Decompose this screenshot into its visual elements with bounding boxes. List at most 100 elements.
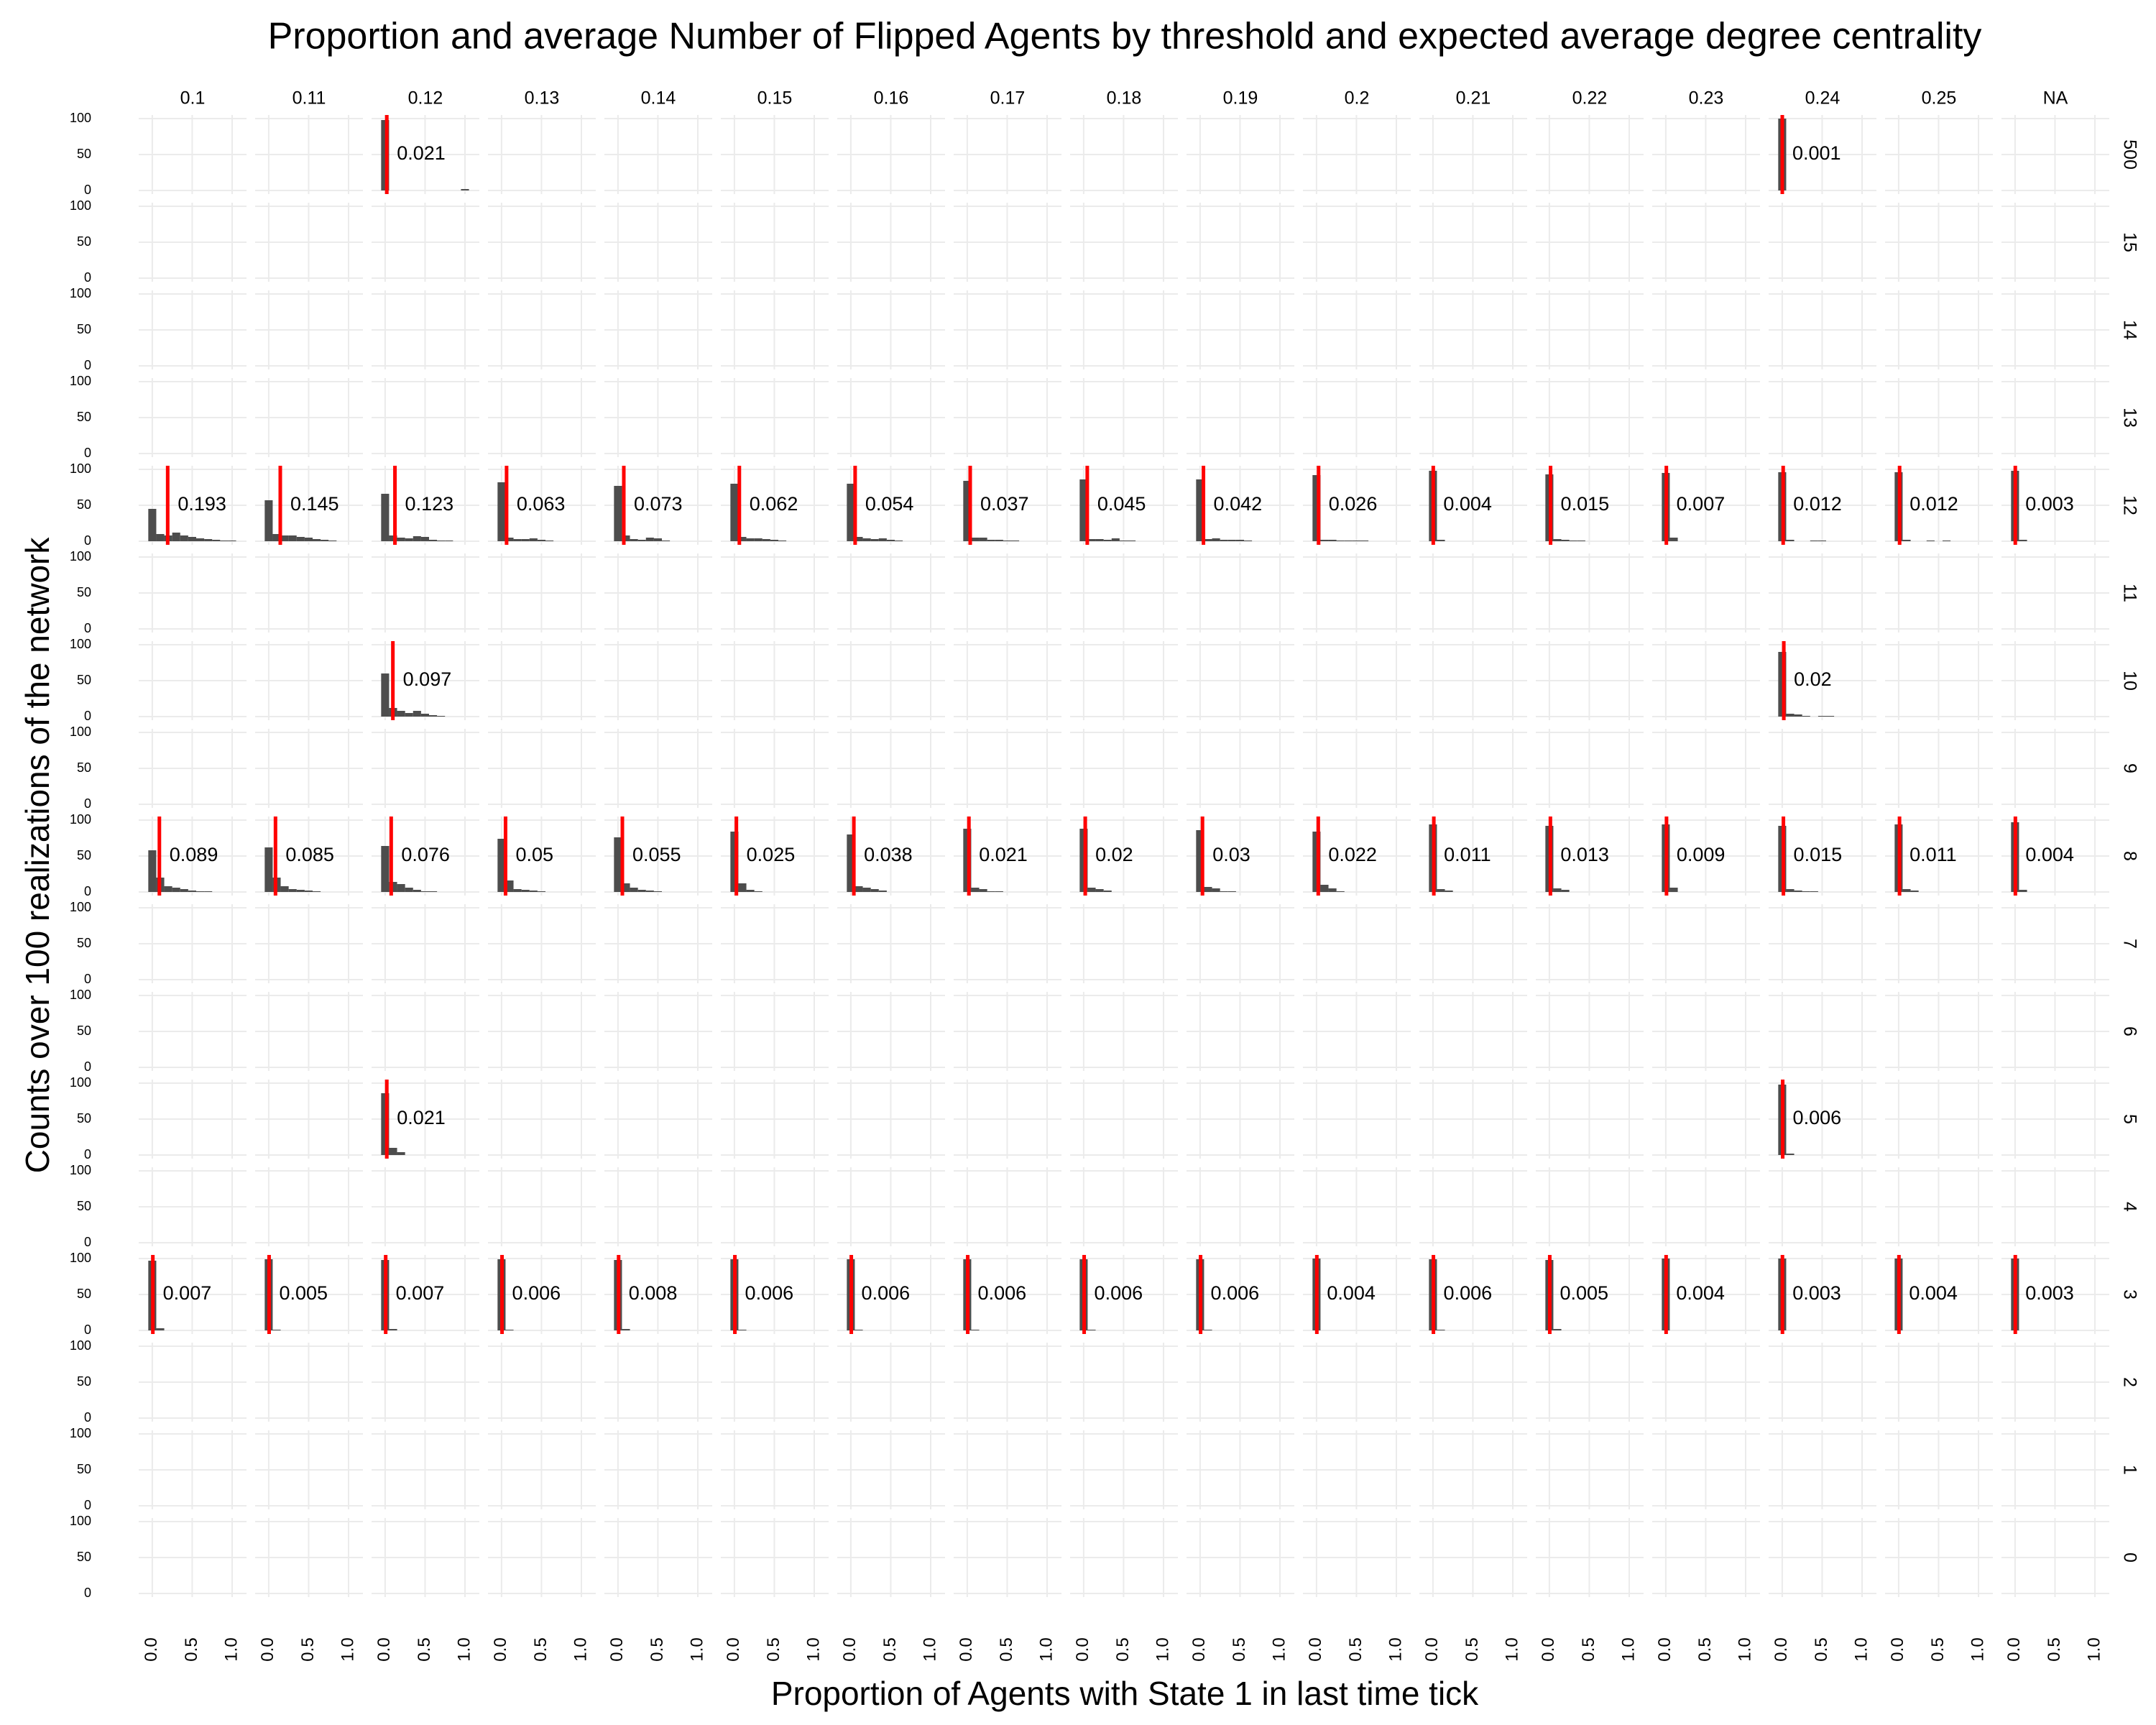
mean-label: 0.015	[1561, 493, 1610, 515]
histogram-bar	[1669, 538, 1678, 541]
histogram-bar	[1227, 540, 1236, 541]
y-tick-label: 0	[84, 621, 91, 635]
histogram-bar	[381, 673, 390, 717]
histogram-bar	[505, 538, 514, 541]
histogram-bar	[313, 891, 321, 892]
histogram-bar	[1212, 888, 1220, 892]
x-tick-label: 1.0	[1968, 1637, 1987, 1661]
histogram-bar	[614, 837, 622, 892]
histogram-bar	[738, 883, 747, 892]
histogram-bar	[397, 538, 405, 541]
y-tick-label: 100	[70, 1514, 91, 1528]
row-strip-label: 4	[2119, 1202, 2139, 1212]
x-tick-label: 0.5	[648, 1637, 667, 1661]
histogram-bar	[397, 711, 405, 717]
mean-label: 0.073	[634, 493, 683, 515]
mean-label: 0.004	[2025, 844, 2074, 865]
mean-label: 0.006	[1095, 1282, 1143, 1304]
histogram-bar	[778, 540, 787, 541]
y-tick-label: 100	[70, 1426, 91, 1440]
histogram-bar	[895, 540, 903, 541]
mean-label: 0.097	[403, 668, 452, 690]
column-strip-label: 0.21	[1456, 88, 1491, 109]
mean-label: 0.022	[1328, 844, 1377, 865]
histogram-bar	[228, 540, 236, 541]
y-tick-label: 50	[77, 1287, 91, 1301]
histogram-bar	[995, 540, 1003, 541]
histogram-bar	[164, 886, 172, 892]
y-tick-label: 0	[84, 1586, 91, 1600]
mean-label: 0.021	[397, 142, 446, 164]
histogram-bar	[304, 891, 313, 892]
histogram-bar	[1553, 888, 1562, 892]
histogram-bar	[1011, 540, 1020, 541]
mean-label: 0.021	[397, 1107, 446, 1128]
mean-label: 0.026	[1329, 493, 1378, 515]
histogram-bar	[304, 538, 313, 541]
mean-label: 0.004	[1327, 1282, 1376, 1304]
histogram-bar	[1212, 538, 1220, 541]
histogram-bar	[505, 880, 514, 892]
column-strip-label: 0.22	[1572, 88, 1608, 109]
histogram-bar	[288, 535, 297, 541]
mean-label: 0.012	[1793, 493, 1842, 515]
histogram-bar	[529, 891, 538, 892]
row-strip-label: 12	[2119, 495, 2139, 515]
x-tick-label: 1.0	[221, 1637, 241, 1661]
histogram-bar	[1810, 540, 1818, 541]
y-tick-label: 50	[77, 936, 91, 950]
histogram-bar	[886, 540, 895, 541]
histogram-bar	[1437, 889, 1445, 892]
histogram-bar	[1128, 540, 1136, 541]
x-tick-label: 1.0	[571, 1637, 590, 1661]
histogram-bar	[847, 484, 855, 541]
x-tick-label: 1.0	[338, 1637, 357, 1661]
histogram-bar	[738, 537, 747, 541]
histogram-bar	[1095, 889, 1104, 892]
y-tick-label: 100	[70, 286, 91, 300]
mean-label: 0.02	[1095, 844, 1133, 865]
histogram-bar	[405, 538, 413, 541]
histogram-bar	[730, 832, 739, 892]
histogram-bar	[1336, 540, 1345, 541]
histogram-bar	[1926, 540, 1935, 541]
y-tick-label: 0	[84, 972, 91, 986]
mean-label: 0.037	[980, 493, 1029, 515]
histogram-bar	[405, 713, 413, 717]
mean-label: 0.012	[1909, 493, 1958, 515]
mean-label: 0.063	[517, 493, 566, 515]
histogram-bar	[148, 850, 157, 892]
mean-label: 0.008	[629, 1282, 678, 1304]
row-strip-label: 2	[2119, 1377, 2139, 1387]
row-strip-label: 7	[2119, 939, 2139, 949]
y-tick-label: 0	[84, 1498, 91, 1512]
histogram-bar	[413, 711, 421, 717]
histogram-bar	[730, 484, 739, 541]
x-tick-label: 0.0	[1888, 1637, 1907, 1661]
histogram-bar	[987, 891, 995, 892]
column-strip-label: 0.13	[525, 88, 560, 109]
x-tick-label: 0.0	[2004, 1637, 2024, 1661]
histogram-bar	[762, 539, 770, 541]
histogram-bar	[196, 891, 205, 892]
histogram-bar	[1786, 889, 1795, 892]
histogram-bar	[1561, 540, 1570, 541]
row-strip-label: 8	[2119, 851, 2139, 861]
x-tick-label: 0.5	[1812, 1637, 1831, 1661]
row-strip-label: 0	[2119, 1552, 2139, 1563]
column-strip-label: 0.14	[641, 88, 676, 109]
histogram-bar	[1943, 540, 1951, 541]
column-strip-label: 0.19	[1223, 88, 1258, 109]
histogram-bar	[1079, 479, 1088, 541]
histogram-bar	[870, 889, 879, 892]
mean-label: 0.003	[1792, 1282, 1841, 1304]
x-tick-label: 0.0	[607, 1637, 627, 1661]
mean-label: 0.015	[1794, 844, 1843, 865]
y-tick-label: 50	[77, 322, 91, 336]
histogram-bar	[413, 536, 421, 541]
y-tick-label: 50	[77, 1462, 91, 1476]
histogram-bar	[381, 846, 390, 892]
histogram-bar	[1320, 540, 1329, 541]
histogram-bar	[461, 189, 469, 190]
histogram-bar	[1360, 540, 1369, 541]
